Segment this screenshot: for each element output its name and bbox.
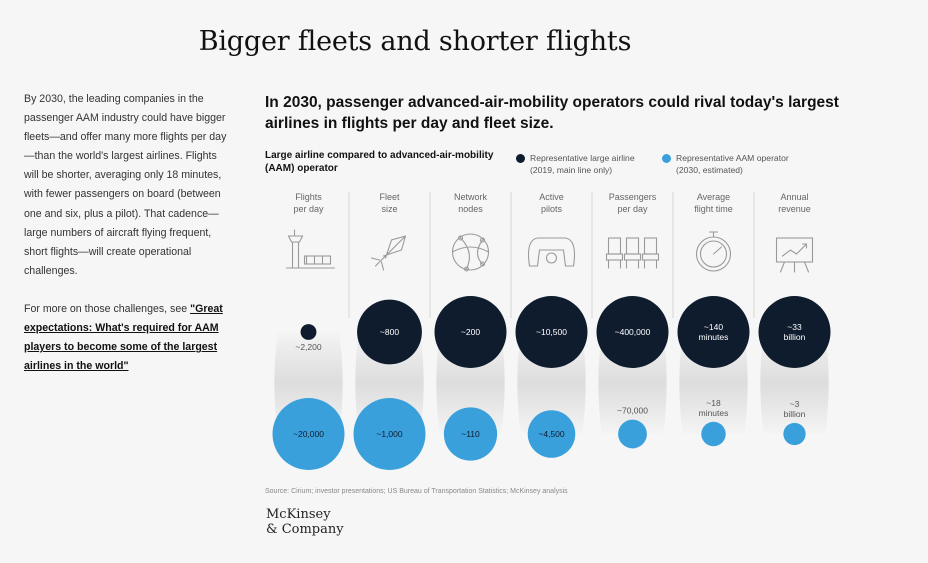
airline-value-label: ~800 xyxy=(380,327,399,337)
airline-bubble xyxy=(596,296,669,368)
column-header: Annual revenue xyxy=(778,192,811,214)
aam-value-label: ~110 xyxy=(461,429,480,439)
aam-bubble xyxy=(618,419,647,449)
aam-bubble xyxy=(353,398,426,470)
page-title: Bigger fleets and shorter flights xyxy=(198,26,632,57)
legend-airline: Representative large airline (2019, main… xyxy=(516,152,635,176)
airline-value-label: ~33 billion xyxy=(784,322,806,342)
intro-paragraph-link: For more on those challenges, see "Great… xyxy=(24,300,229,376)
intro-text: By 2030, the leading companies in the pa… xyxy=(24,90,229,395)
brand-line-1: McKinsey xyxy=(266,507,331,522)
source-note: Source: Cirium; investor presentations; … xyxy=(265,488,568,495)
column-header: Average flight time xyxy=(694,192,733,214)
link-prefix: For more on those challenges, see xyxy=(24,302,191,315)
article-link[interactable]: "Great expectations: What's required for… xyxy=(24,302,223,373)
column-header: Passengers per day xyxy=(609,192,657,214)
legend-aam: Representative AAM operator (2030, estim… xyxy=(662,152,789,176)
aam-value-label: ~1,000 xyxy=(376,429,403,439)
column-header: Flights per day xyxy=(293,192,324,214)
passenger-seats-icon xyxy=(605,237,660,269)
control-tower-icon xyxy=(285,229,336,269)
airline-bubble xyxy=(515,296,588,368)
aam-bubble xyxy=(701,421,726,447)
airline-bubble xyxy=(758,296,831,368)
aam-value-label: ~3 billion xyxy=(784,399,806,419)
column-header: Fleet size xyxy=(379,192,400,214)
brand-logo: McKinsey & Company xyxy=(266,507,344,537)
brand-line-2: & Company xyxy=(266,522,344,537)
aam-bubble xyxy=(443,407,498,461)
airline-value-label: ~140 minutes xyxy=(699,322,729,342)
legend-airline-label: Representative large airline xyxy=(530,153,635,163)
column-header: Active pilots xyxy=(539,192,564,214)
aam-bubble xyxy=(783,422,806,446)
chart-headline: In 2030, passenger advanced-air-mobility… xyxy=(265,94,839,132)
legend-dot-airline xyxy=(516,154,525,163)
network-globe-icon xyxy=(451,233,490,272)
legend-aam-label: Representative AAM operator xyxy=(676,153,789,163)
legend-airline-sub: (2019, main line only) xyxy=(530,165,613,175)
airline-value-label: ~2,200 xyxy=(295,342,322,352)
aam-bubble xyxy=(527,410,576,458)
aam-value-label: ~20,000 xyxy=(293,429,324,439)
airline-bubble xyxy=(357,299,422,365)
aam-value-label: ~4,500 xyxy=(538,429,565,439)
legend-dot-aam xyxy=(662,154,671,163)
stopwatch-icon xyxy=(695,231,732,272)
airline-value-label: ~200 xyxy=(461,327,480,337)
airplane-icon xyxy=(370,235,407,271)
airline-value-label: ~400,000 xyxy=(615,327,651,337)
airline-bubble xyxy=(434,296,507,368)
aam-value-label: ~18 minutes xyxy=(699,398,729,418)
airline-bubble xyxy=(677,296,750,368)
growth-chart-icon xyxy=(775,237,814,273)
intro-paragraph: By 2030, the leading companies in the pa… xyxy=(24,93,227,277)
aam-value-label: ~70,000 xyxy=(617,406,648,416)
airline-value-label: ~10,500 xyxy=(536,327,567,337)
steering-yoke-icon xyxy=(527,237,576,267)
legend-aam-sub: (2030, estimated) xyxy=(676,165,743,175)
column-header: Network nodes xyxy=(454,192,488,214)
chart-subtitle: Large airline compared to advanced-air-m… xyxy=(265,150,494,174)
airline-bubble xyxy=(300,324,317,340)
aam-bubble xyxy=(272,398,345,470)
